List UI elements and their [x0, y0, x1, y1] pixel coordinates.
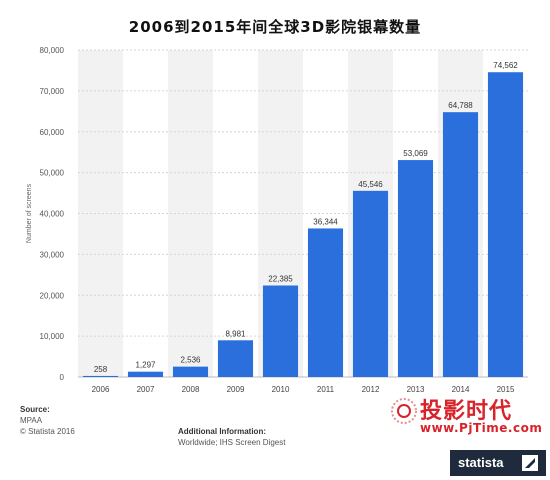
bar — [172, 366, 209, 377]
x-tick-label: 2013 — [407, 385, 425, 394]
bar-value-label: 22,385 — [268, 275, 293, 284]
x-tick-label: 2012 — [362, 385, 380, 394]
statista-logo: statista — [450, 450, 546, 476]
bar — [127, 371, 164, 377]
bar-value-label: 53,069 — [403, 149, 428, 158]
y-tick-label: 0 — [60, 373, 65, 382]
bar — [307, 228, 344, 377]
bar — [352, 190, 389, 377]
plot-band — [78, 50, 123, 377]
bar — [262, 285, 299, 377]
bar — [217, 340, 254, 377]
bar — [82, 375, 119, 377]
pjtime-watermark: 投影时代 www.PjTime.com — [390, 393, 543, 439]
y-tick-label: 10,000 — [40, 332, 65, 341]
y-tick-label: 70,000 — [40, 87, 65, 96]
x-tick-label: 2011 — [317, 385, 335, 394]
x-tick-label: 2008 — [182, 385, 200, 394]
x-tick-label: 2014 — [452, 385, 470, 394]
x-tick-label: 2007 — [137, 385, 155, 394]
bar — [487, 72, 524, 378]
bar-value-label: 2,536 — [180, 356, 201, 365]
y-axis-label: Number of screens — [26, 183, 33, 243]
y-tick-label: 80,000 — [40, 46, 65, 55]
x-tick-label: 2009 — [227, 385, 245, 394]
bar — [442, 112, 479, 377]
bar-value-label: 74,562 — [493, 61, 518, 70]
y-tick-label: 50,000 — [40, 169, 65, 178]
source-block: Source: MPAA © Statista 2016 — [20, 404, 75, 437]
bar-value-label: 64,788 — [448, 101, 473, 110]
x-tick-label: 2010 — [272, 385, 290, 394]
y-tick-label: 40,000 — [40, 210, 65, 219]
additional-info-line: Worldwide; IHS Screen Digest — [178, 438, 286, 447]
bar-value-label: 36,344 — [313, 217, 338, 226]
x-tick-label: 2015 — [497, 385, 515, 394]
y-tick-label: 20,000 — [40, 291, 65, 300]
y-tick-label: 30,000 — [40, 250, 65, 259]
source-line-1: MPAA — [20, 416, 43, 425]
x-tick-label: 2006 — [92, 385, 110, 394]
source-line-2: © Statista 2016 — [20, 427, 75, 436]
statista-logo-text: statista — [458, 455, 504, 470]
additional-info-heading: Additional Information: — [178, 427, 266, 436]
watermark-url: www.PjTime.com — [420, 421, 543, 435]
y-tick-label: 60,000 — [40, 128, 65, 137]
bar-value-label: 8,981 — [225, 329, 246, 338]
chart-title: 2006到2015年间全球3D影院银幕数量 — [128, 18, 422, 36]
bar — [397, 160, 434, 377]
additional-info-block: Additional Information: Worldwide; IHS S… — [178, 426, 285, 448]
source-heading: Source: — [20, 405, 50, 414]
bar-value-label: 258 — [94, 365, 108, 374]
watermark-badge-icon — [391, 398, 417, 424]
bar-value-label: 1,297 — [135, 361, 156, 370]
bar-value-label: 45,546 — [358, 180, 383, 189]
watermark-name: 投影时代 — [420, 399, 513, 424]
statista-logo-icon — [522, 455, 538, 471]
